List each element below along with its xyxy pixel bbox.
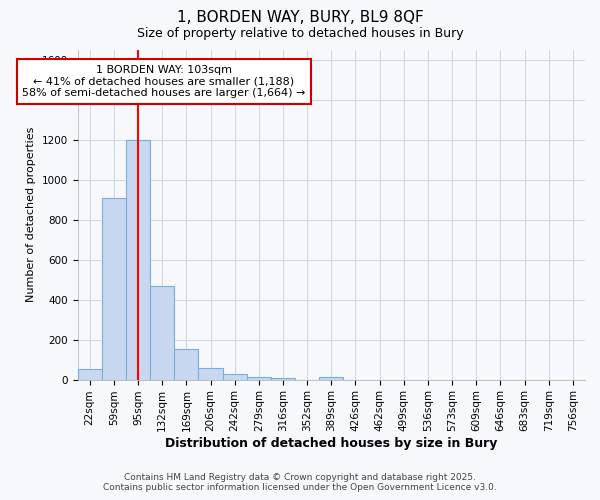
Bar <box>271 378 295 380</box>
X-axis label: Distribution of detached houses by size in Bury: Distribution of detached houses by size … <box>165 437 497 450</box>
Bar <box>247 376 271 380</box>
Bar <box>199 368 223 380</box>
Y-axis label: Number of detached properties: Number of detached properties <box>26 127 36 302</box>
Bar <box>77 368 102 380</box>
Text: Contains HM Land Registry data © Crown copyright and database right 2025.
Contai: Contains HM Land Registry data © Crown c… <box>103 473 497 492</box>
Text: 1, BORDEN WAY, BURY, BL9 8QF: 1, BORDEN WAY, BURY, BL9 8QF <box>176 10 424 25</box>
Bar <box>102 198 126 380</box>
Bar <box>126 140 150 380</box>
Bar <box>150 286 174 380</box>
Text: 1 BORDEN WAY: 103sqm
← 41% of detached houses are smaller (1,188)
58% of semi-de: 1 BORDEN WAY: 103sqm ← 41% of detached h… <box>22 65 305 98</box>
Bar <box>319 376 343 380</box>
Text: Size of property relative to detached houses in Bury: Size of property relative to detached ho… <box>137 28 463 40</box>
Bar <box>223 374 247 380</box>
Bar <box>174 348 199 380</box>
